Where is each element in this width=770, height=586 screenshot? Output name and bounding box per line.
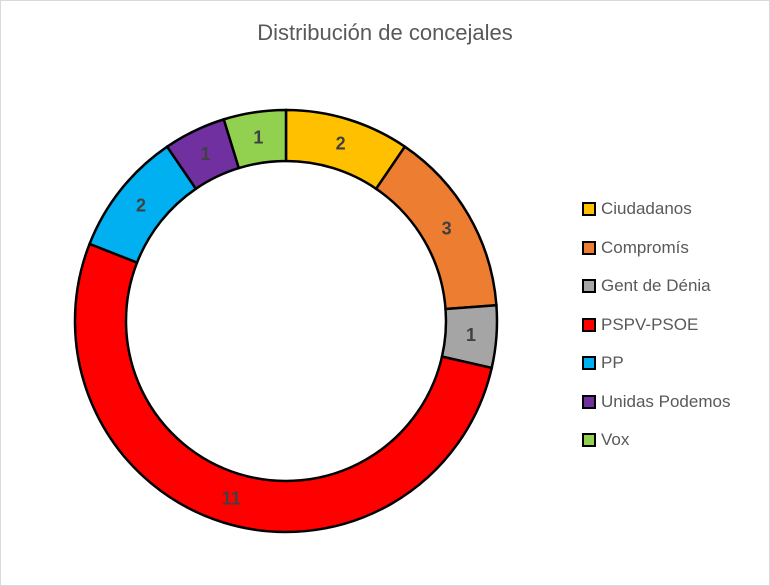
legend-swatch <box>582 317 596 332</box>
data-label: 1 <box>466 325 476 345</box>
data-label: 3 <box>442 218 452 238</box>
donut-slice-vox <box>222 108 288 170</box>
legend-item-compromis: Compromís <box>582 229 730 268</box>
data-label: 1 <box>201 144 211 164</box>
legend-item-vox: Vox <box>582 421 730 460</box>
data-label: 2 <box>136 195 146 215</box>
legend-swatch <box>582 356 596 371</box>
legend-item-unidas-podemos: Unidas Podemos <box>582 383 730 422</box>
legend-swatch <box>582 433 596 448</box>
legend-swatch <box>582 279 596 294</box>
chart-title: Distribución de concejales <box>257 20 513 45</box>
donut-slice-comprom-s <box>374 144 498 311</box>
legend-item-pp: PP <box>582 344 730 383</box>
legend-swatch <box>582 202 596 217</box>
data-label: 2 <box>336 134 346 154</box>
legend-swatch <box>582 240 596 255</box>
legend-item-ciudadanos: Ciudadanos <box>582 190 730 229</box>
legend: Ciudadanos Compromís Gent de Dénia PSPV-… <box>582 190 730 460</box>
legend-item-pspv-psoe: PSPV-PSOE <box>582 306 730 345</box>
data-label: 1 <box>253 128 263 148</box>
data-label: 11 <box>222 488 241 508</box>
donut-slice-pspv-psoe <box>73 242 494 534</box>
legend-item-gent-de-denia: Gent de Dénia <box>582 267 730 306</box>
legend-swatch <box>582 394 596 409</box>
